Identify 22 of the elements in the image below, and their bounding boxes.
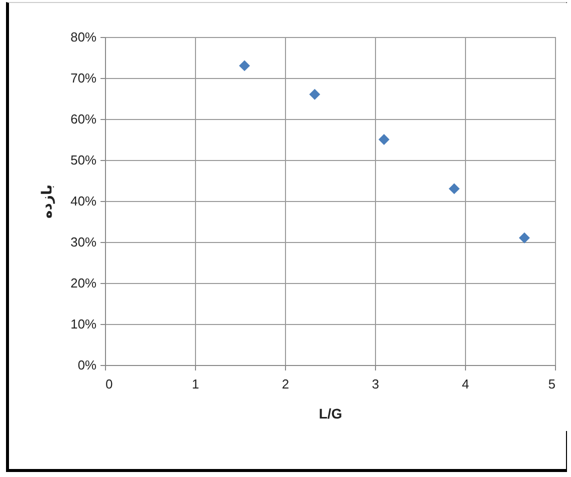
y-axis-title: بازده: [39, 184, 56, 219]
x-tick-label: 1: [192, 376, 200, 392]
y-tick-label: 10%: [70, 316, 97, 332]
y-tick-label: 50%: [70, 152, 97, 168]
y-tick-label: 40%: [70, 194, 97, 208]
point: [309, 88, 320, 100]
point: [518, 232, 530, 244]
y-tick-label: 30%: [70, 234, 97, 250]
y-tick-label: 70%: [70, 70, 97, 86]
y-tick-label: 20%: [70, 276, 97, 290]
point: [239, 60, 250, 72]
y-tick-label: 80%: [70, 30, 97, 44]
x-tick-label: 0: [106, 376, 113, 392]
x-tick-label: 4: [462, 376, 470, 392]
x-tick-label: 2: [282, 376, 290, 392]
point: [378, 134, 390, 145]
x-axis-title: L/G: [318, 406, 342, 422]
y-tick-label: 0%: [78, 358, 97, 372]
point: [448, 183, 460, 194]
x-tick-label: 5: [548, 376, 556, 392]
x-tick-label: 3: [372, 376, 380, 392]
y-tick-label: 60%: [70, 112, 97, 126]
